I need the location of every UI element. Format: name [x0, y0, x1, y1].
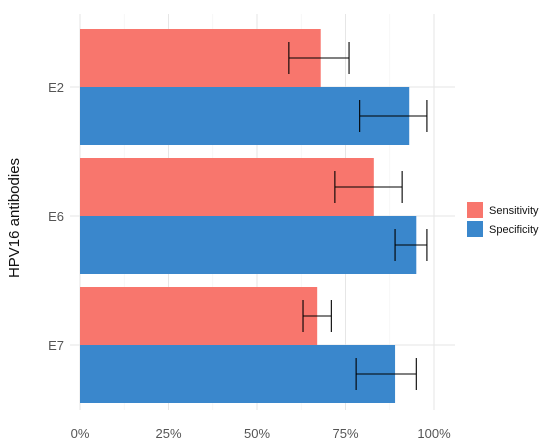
y-axis-title: HPV16 antibodies [6, 158, 23, 278]
legend-swatch-specificity [467, 221, 483, 237]
legend-label: Specificity [489, 224, 539, 236]
legend: Sensitivity Specificity [467, 202, 539, 237]
error-bars [288, 42, 428, 390]
y-tick-label: E7 [48, 338, 64, 353]
error-bar-specificity-e6 [394, 229, 428, 261]
legend-item-sensitivity: Sensitivity [467, 202, 539, 218]
x-tick-label: 100% [417, 426, 451, 441]
x-tick-label: 50% [244, 426, 270, 441]
bars [80, 29, 417, 403]
bar-sensitivity-e2 [80, 29, 321, 87]
legend-item-specificity: Specificity [467, 221, 539, 237]
y-axis-ticks: E2 E6 E7 [48, 80, 64, 353]
y-tick-label: E2 [48, 80, 64, 95]
y-tick-label: E6 [48, 209, 64, 224]
bar-specificity-e6 [80, 216, 417, 274]
bar-sensitivity-e7 [80, 287, 318, 345]
error-bar-sensitivity-e7 [302, 300, 332, 332]
error-bar-specificity-e7 [355, 358, 417, 390]
x-axis-ticks: 0% 25% 50% 75% 100% [71, 426, 451, 441]
x-tick-label: 25% [155, 426, 181, 441]
error-bar-specificity-e2 [359, 100, 428, 132]
error-bar-sensitivity-e2 [288, 42, 350, 74]
bar-specificity-e2 [80, 87, 410, 145]
x-tick-label: 75% [332, 426, 358, 441]
error-bar-sensitivity-e6 [334, 171, 403, 203]
x-tick-label: 0% [71, 426, 90, 441]
legend-label: Sensitivity [489, 205, 539, 217]
legend-swatch-sensitivity [467, 202, 483, 218]
bar-specificity-e7 [80, 345, 396, 403]
bar-sensitivity-e6 [80, 158, 374, 216]
